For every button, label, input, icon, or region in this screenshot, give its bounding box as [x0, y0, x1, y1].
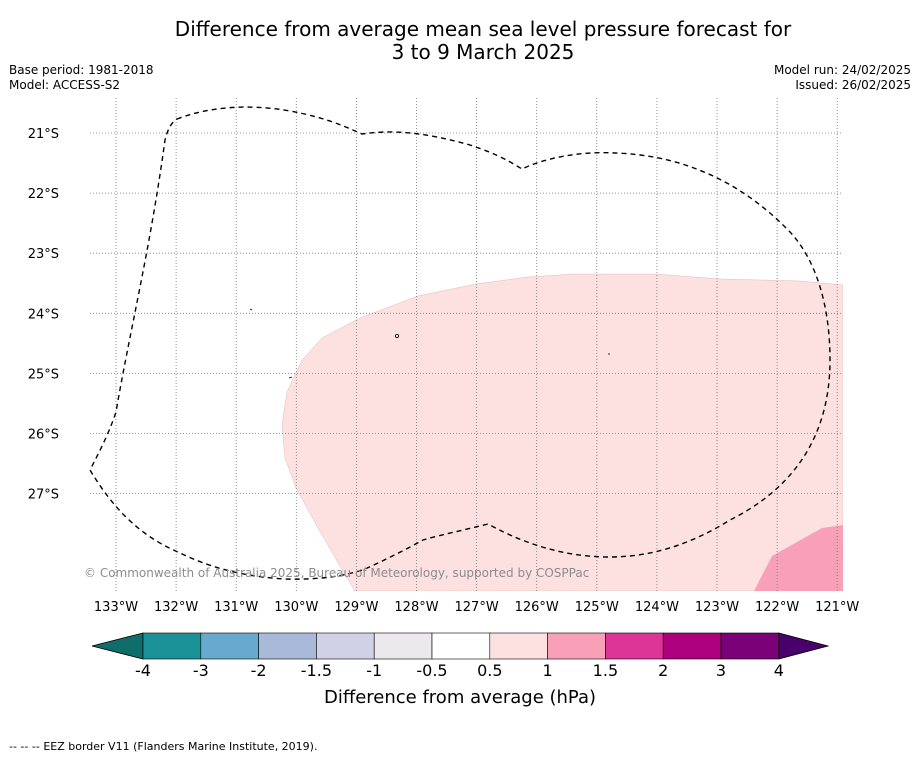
- longitude-label: 123°W: [695, 600, 739, 615]
- longitude-label: 130°W: [274, 600, 318, 615]
- colorbar-segment: [605, 632, 664, 660]
- colorbar-tick-label: -1: [366, 661, 382, 680]
- colorbar-tick-label: 1: [543, 661, 553, 680]
- map-title: Difference from average mean sea level p…: [0, 18, 919, 64]
- islands: [249, 308, 610, 379]
- map-area: [281, 273, 843, 591]
- colorbar-segment: [316, 632, 375, 660]
- colorbar-tick-label: -0.5: [416, 661, 447, 680]
- colorbar-tick-label: 0.5: [477, 661, 502, 680]
- colorbar-label: Difference from average (hPa): [324, 687, 596, 708]
- latitude-label: 24°S: [28, 307, 59, 322]
- colorbar-tick-label: 2: [658, 661, 668, 680]
- longitude-tick-labels: 133°W 132°W 131°W 130°W 129°W 128°W 127°W 126°W…: [94, 600, 860, 615]
- title-line-1: Difference from average mean sea level p…: [174, 17, 792, 41]
- longitude-label: 129°W: [334, 600, 378, 615]
- latitude-label: 26°S: [28, 428, 59, 443]
- longitude-label: 132°W: [154, 600, 198, 615]
- colorbar-tick-label: -1.5: [301, 661, 332, 680]
- longitude-label: 125°W: [575, 600, 619, 615]
- colorbar-segment: [200, 632, 259, 660]
- colorbar-segment: [373, 632, 433, 660]
- colorbar-segment: [142, 632, 202, 660]
- anomaly-region-0.5-1: [281, 273, 843, 591]
- longitude-label: 131°W: [214, 600, 258, 615]
- model-name: Model: ACCESS-S2: [9, 78, 121, 92]
- latitude-label: 22°S: [28, 187, 59, 202]
- colorbar-segment: [258, 632, 317, 660]
- title-line-2: 3 to 9 March 2025: [391, 40, 575, 64]
- colorbar-segment: [431, 632, 491, 660]
- colorbar-segment: [720, 632, 780, 660]
- issued-date: Issued: 26/02/2025: [795, 78, 911, 92]
- latitude-label: 23°S: [28, 247, 59, 262]
- colorbar-segment: [547, 632, 606, 660]
- longitude-label: 126°W: [515, 600, 559, 615]
- latitude-label: 27°S: [28, 488, 59, 503]
- base-period: Base period: 1981-2018: [9, 63, 154, 77]
- longitude-label: 128°W: [394, 600, 438, 615]
- colorbar-tick-label: 1.5: [593, 661, 618, 680]
- colorbar-tick-label: -4: [135, 661, 151, 680]
- eez-border: [89, 106, 831, 580]
- colorbar-tick-label: 4: [774, 661, 784, 680]
- longitude-label: 133°W: [94, 600, 138, 615]
- meta-right: Model run: 24/02/2025 Issued: 26/02/2025: [774, 63, 911, 93]
- meta-left: Base period: 1981-2018 Model: ACCESS-S2: [9, 63, 154, 93]
- eez-legend-text: EEZ border V11 (Flanders Marine Institut…: [43, 740, 318, 753]
- eez-legend-symbol: -- -- --: [9, 740, 40, 753]
- longitude-label: 124°W: [635, 600, 679, 615]
- colorbar-extend-high: [778, 632, 830, 660]
- colorbar-tick-label: -3: [193, 661, 209, 680]
- latitude-label: 21°S: [28, 127, 59, 142]
- copyright-notice: © Commonwealth of Australia 2025, Bureau…: [84, 566, 589, 580]
- longitude-label: 127°W: [455, 600, 499, 615]
- anomaly-region-1-1.5: [754, 525, 843, 591]
- graticule: [90, 98, 843, 591]
- latitude-label: 25°S: [28, 367, 59, 382]
- colorbar-tick-label: 3: [716, 661, 726, 680]
- colorbar-tick-label: -2: [251, 661, 267, 680]
- colorbar: -4 -3 -2 -1.5 -1 -0.5 0.5 1 1.5 2 3 4: [91, 632, 830, 680]
- colorbar-segment: [662, 632, 722, 660]
- model-run: Model run: 24/02/2025: [773, 63, 911, 77]
- longitude-label: 122°W: [755, 600, 799, 615]
- colorbar-segment: [489, 632, 548, 660]
- longitude-label: 121°W: [815, 600, 859, 615]
- colorbar-extend-low: [91, 632, 144, 660]
- latitude-tick-labels: 21°S 22°S 23°S 24°S 25°S 26°S 27°S: [28, 127, 59, 503]
- footer-legend: -- -- -- EEZ border V11 (Flanders Marine…: [9, 740, 317, 753]
